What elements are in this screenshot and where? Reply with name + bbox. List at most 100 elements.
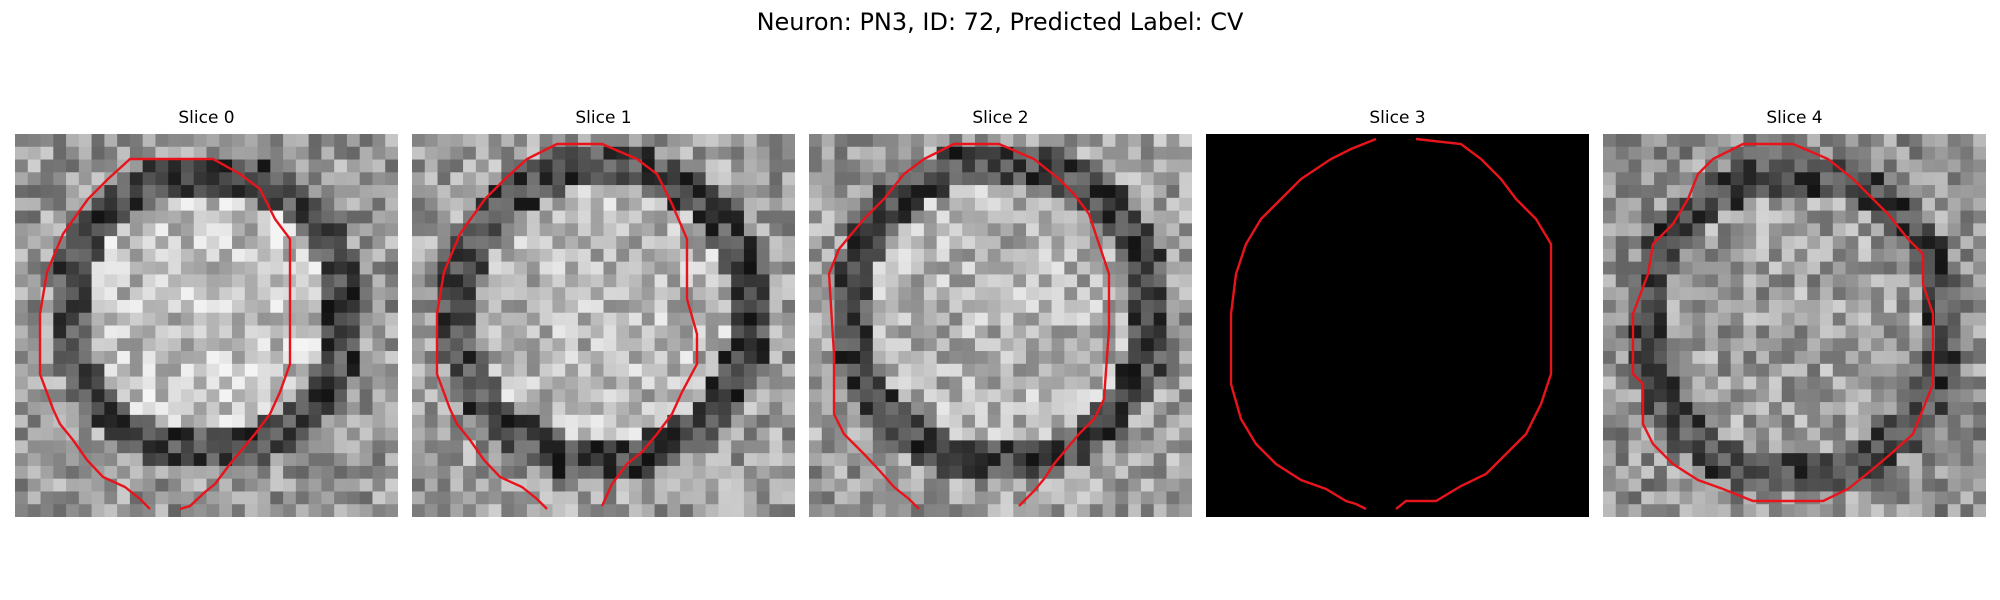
pixel	[450, 274, 464, 288]
pixel	[1140, 159, 1155, 173]
pixel	[219, 440, 233, 454]
pixel	[821, 299, 836, 314]
pixel	[142, 223, 157, 237]
pixel	[385, 363, 398, 378]
pixel	[526, 440, 541, 454]
pixel	[936, 453, 951, 467]
pixel	[283, 185, 297, 199]
pixel	[590, 389, 605, 403]
pixel	[142, 491, 157, 505]
pixel	[424, 402, 439, 416]
pixel	[308, 402, 322, 416]
pixel	[590, 159, 605, 173]
pixel	[117, 274, 131, 288]
pixel	[756, 363, 771, 378]
pixel	[78, 402, 93, 416]
pixel	[654, 312, 668, 327]
pixel	[1820, 325, 1834, 339]
pixel	[321, 465, 335, 480]
pixel	[962, 172, 976, 186]
pixel	[1026, 363, 1040, 378]
slice-1-contour	[435, 142, 699, 510]
pixel	[834, 197, 848, 212]
pixel	[66, 478, 80, 493]
pixel	[911, 440, 925, 454]
pixel	[577, 236, 592, 250]
pixel	[1871, 440, 1885, 454]
pixel	[1781, 274, 1796, 288]
pixel	[629, 351, 643, 365]
pixel	[1115, 223, 1129, 237]
pixel	[129, 325, 144, 339]
pixel	[1934, 223, 1949, 237]
pixel	[1909, 440, 1923, 454]
pixel	[334, 185, 348, 199]
pixel	[193, 351, 208, 365]
pixel	[78, 312, 93, 327]
pixel	[641, 287, 656, 301]
pixel	[168, 236, 182, 250]
pixel	[552, 465, 566, 480]
pixel	[40, 440, 54, 454]
pixel	[641, 146, 656, 161]
pixel	[756, 197, 771, 212]
pixel	[1896, 440, 1910, 454]
pixel	[1140, 465, 1155, 480]
pixel	[1179, 312, 1192, 327]
pixel	[769, 185, 783, 199]
pixel	[1960, 134, 1974, 148]
pixel	[475, 134, 490, 148]
pixel	[1051, 440, 1065, 454]
pixel	[53, 185, 67, 199]
pixel	[923, 287, 938, 301]
pixel	[1743, 197, 1757, 212]
pixel	[40, 338, 54, 352]
pixel	[1603, 504, 1617, 517]
pixel	[437, 159, 451, 173]
pixel	[987, 146, 1002, 161]
pixel	[1768, 312, 1783, 327]
pixel	[603, 312, 617, 327]
pixel	[1743, 363, 1757, 378]
pixel	[437, 427, 451, 441]
pixel	[1115, 465, 1129, 480]
pixel	[923, 236, 938, 250]
pixel	[1947, 376, 1962, 390]
pixel	[232, 504, 246, 517]
pixel	[1909, 134, 1923, 148]
pixel	[129, 402, 144, 416]
pixel	[104, 491, 118, 505]
pixel	[629, 491, 643, 505]
pixel	[308, 465, 322, 480]
pixel	[1013, 325, 1027, 339]
pixel	[1051, 338, 1065, 352]
pixel	[334, 236, 348, 250]
pixel	[270, 159, 284, 173]
pixel	[1973, 389, 1986, 403]
pixel	[1820, 338, 1834, 352]
pixel	[1064, 134, 1078, 148]
pixel	[974, 325, 989, 339]
pixel	[654, 478, 668, 493]
pixel	[821, 453, 836, 467]
pixel	[756, 440, 771, 454]
pixel	[475, 159, 490, 173]
pixel	[654, 299, 668, 314]
pixel	[1692, 210, 1706, 224]
pixel	[1641, 146, 1655, 161]
pixel	[15, 351, 29, 365]
pixel	[1871, 414, 1885, 429]
pixel	[385, 146, 398, 161]
pixel	[1166, 351, 1180, 365]
pixel	[334, 338, 348, 352]
pixel	[1705, 210, 1719, 224]
pixel	[270, 146, 284, 161]
pixel	[809, 504, 823, 517]
pixel	[1756, 287, 1770, 301]
pixel	[526, 325, 541, 339]
pixel	[1153, 376, 1168, 390]
pixel	[974, 248, 989, 263]
pixel	[372, 402, 386, 416]
pixel	[1603, 440, 1617, 454]
pixel	[1000, 440, 1014, 454]
